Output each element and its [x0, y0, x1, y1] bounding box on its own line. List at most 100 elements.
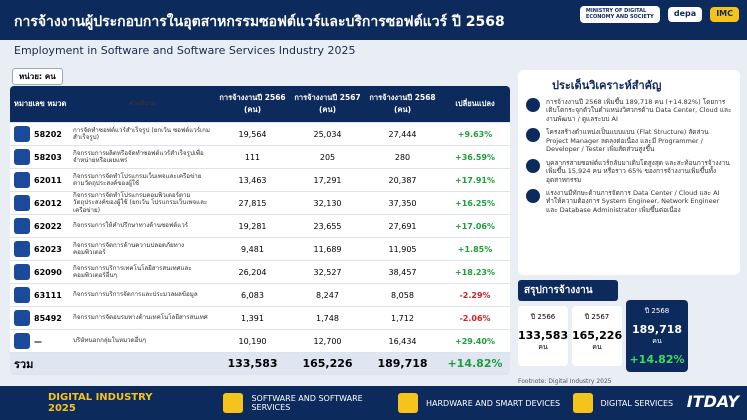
brand: DIGITAL INDUSTRY 2025 [48, 392, 153, 414]
logo: depa [667, 7, 703, 22]
icon [14, 264, 30, 280]
section-label: SOFTWARE AND SOFTWARE SERVICES [251, 394, 363, 412]
cell: 20,387 [388, 175, 417, 185]
summary-card: ปี 2567 165,226 คน [572, 306, 622, 366]
table-row: 58202 การจัดทำซอฟต์แวร์สำเร็จรูป (ยกเว้น … [10, 123, 510, 146]
analysis-item: การจ้างงานปี 2568 เพิ่มขึ้น 189,718 คน (… [526, 98, 732, 123]
code-cell: 62090 [10, 264, 70, 280]
code: 62012 [34, 198, 62, 208]
total-label: รวม [14, 357, 34, 371]
icon [14, 172, 30, 188]
unit: หน่วย: คน [12, 68, 63, 85]
item-number [526, 188, 540, 203]
table-row: 62012 กิจกรรมการจัดทำโปรแกรมคอมพิวเตอร์ตา… [10, 192, 510, 215]
footer-section: DIGITAL SERVICES [572, 393, 747, 413]
analysis-item: บุคลากรสายซอฟต์แวร์กลับมาเติบโตสูงสุด แล… [526, 158, 732, 184]
cell: 8,247 [316, 290, 339, 300]
icon [223, 393, 244, 413]
code-cell: 85492 [10, 310, 70, 326]
icon [14, 310, 30, 326]
table: หมายเลข หมวด คำอธิบาย การจ้างงานปี 2566 (ค… [10, 86, 510, 375]
cell: 27,691 [388, 221, 417, 231]
card-value: 165,226 [572, 329, 623, 342]
cell: 25,034 [313, 129, 342, 139]
cell: 11,905 [388, 244, 417, 254]
column-header: เปลี่ยนแปลง [455, 99, 495, 108]
code: 62090 [34, 267, 62, 277]
column-header: คำอธิบาย [129, 100, 156, 108]
subtitle: Employment in Software and Software Serv… [14, 44, 356, 57]
section-label: DIGITAL SERVICES [600, 398, 674, 408]
cell: 26,204 [238, 267, 267, 277]
icon [14, 241, 30, 257]
table-row: 62011 กิจกรรมการจัดทำโปรแกรมเว็บเพจและเคร… [10, 169, 510, 192]
card-unit: คน [538, 343, 548, 351]
cell: 10,190 [238, 336, 267, 346]
cell: กิจกรรมการจัดการด้านความปลอดภัยทางคอมพิว… [73, 241, 185, 256]
cell: 32,130 [313, 198, 342, 208]
watermark: ITDAY [686, 392, 739, 411]
code: 58203 [34, 152, 62, 162]
cell: 16,434 [388, 336, 417, 346]
cell: +9.63% [457, 129, 493, 139]
card-year: ปี 2568 [644, 307, 670, 315]
cell: 280 [394, 152, 411, 162]
cell: 19,281 [238, 221, 267, 231]
cell: กิจกรรมการจัดทำโปรแกรมเว็บเพจและเครือข่า… [73, 172, 202, 187]
table-row: 85492 กิจกรรมการจัดอบรมทางด้านเทคโนโลยีสา… [10, 307, 510, 330]
cell: +1.85% [457, 244, 493, 254]
cell: การจัดทำซอฟต์แวร์สำเร็จรูป (ยกเว้น ซอฟต์… [73, 126, 210, 141]
cell: 9,481 [241, 244, 264, 254]
icon [14, 333, 30, 349]
cell: 111 [244, 152, 261, 162]
card-value: 189,718 [631, 323, 683, 336]
cell: กิจกรรมการจัดอบรมทางด้านเทคโนโลยีสารสนเท… [73, 314, 208, 322]
total-cell: 133,583 [227, 357, 278, 370]
cell: 19,564 [238, 129, 267, 139]
cell: -2.29% [459, 290, 491, 300]
cell: 27,815 [238, 198, 267, 208]
code: — [34, 336, 42, 346]
cell: 1,748 [316, 313, 339, 323]
footer-section: HARDWARE AND SMART DEVICES [397, 393, 573, 413]
table-row: 62090 กิจกรรมการบริการเทคโนโลยีสารสนเทศแล… [10, 261, 510, 284]
code-cell: 62012 [10, 195, 70, 211]
icon [14, 218, 30, 234]
summary-card: ปี 2568 189,718 คน +14.82% [626, 300, 688, 372]
summary-card: ปี 2566 133,583 คน [518, 306, 568, 366]
cell: +29.40% [454, 336, 496, 346]
cell: 32,527 [313, 267, 342, 277]
code: 85492 [34, 313, 62, 323]
cell: 17,291 [313, 175, 342, 185]
code-cell: 63111 [10, 287, 70, 303]
item-text: บุคลากรสายซอฟต์แวร์กลับมาเติบโตสูงสุด แล… [546, 158, 730, 184]
cell: 6,083 [241, 290, 264, 300]
icon [14, 287, 30, 303]
table-row: 58203 กิจกรรมการผลิตหรือจัดทำซอฟต์แวร์สำเ… [10, 146, 510, 169]
analysis-title: ประเด็นวิเคราะห์สำคัญ [552, 79, 662, 92]
cell: 23,655 [313, 221, 342, 231]
cell: 27,444 [388, 129, 417, 139]
code-cell: 62023 [10, 241, 70, 257]
section-label: HARDWARE AND SMART DEVICES [425, 398, 561, 408]
cell: +16.25% [454, 198, 496, 208]
card-year: ปี 2566 [530, 313, 556, 321]
code: 62011 [34, 175, 62, 185]
column-header: การจ้างงานปี 2567 (คน) [294, 93, 361, 114]
icon [14, 149, 30, 165]
analysis-item: โครงสร้างตำแหน่งเป็นแบบแบน (Flat Structu… [526, 128, 732, 153]
card-change: +14.82% [629, 353, 685, 366]
table-row: 62022 กิจกรรมการให้คำปรึกษาทางด้านซอฟต์แว… [10, 215, 510, 238]
cell: กิจกรรมการผลิตหรือจัดทำซอฟต์แวร์สำเร็จรู… [73, 149, 204, 164]
icon [572, 393, 593, 413]
code: 58202 [34, 129, 62, 139]
cell: -2.06% [459, 313, 491, 323]
logo: IMC [710, 7, 739, 22]
analysis-item: แรงงานมีทักษะด้านการจัดการ Data Center /… [526, 188, 732, 214]
total-cell: +14.82% [447, 357, 503, 370]
code-cell: 62022 [10, 218, 70, 234]
cell: บริษัทนอกกลุ่มในหมวดอื่นๆ [73, 337, 146, 345]
item-text: แรงงานมีทักษะด้านการจัดการ Data Center /… [546, 188, 720, 214]
header-row: หมายเลข หมวด คำอธิบาย การจ้างงานปี 2566 (ค… [10, 86, 510, 123]
